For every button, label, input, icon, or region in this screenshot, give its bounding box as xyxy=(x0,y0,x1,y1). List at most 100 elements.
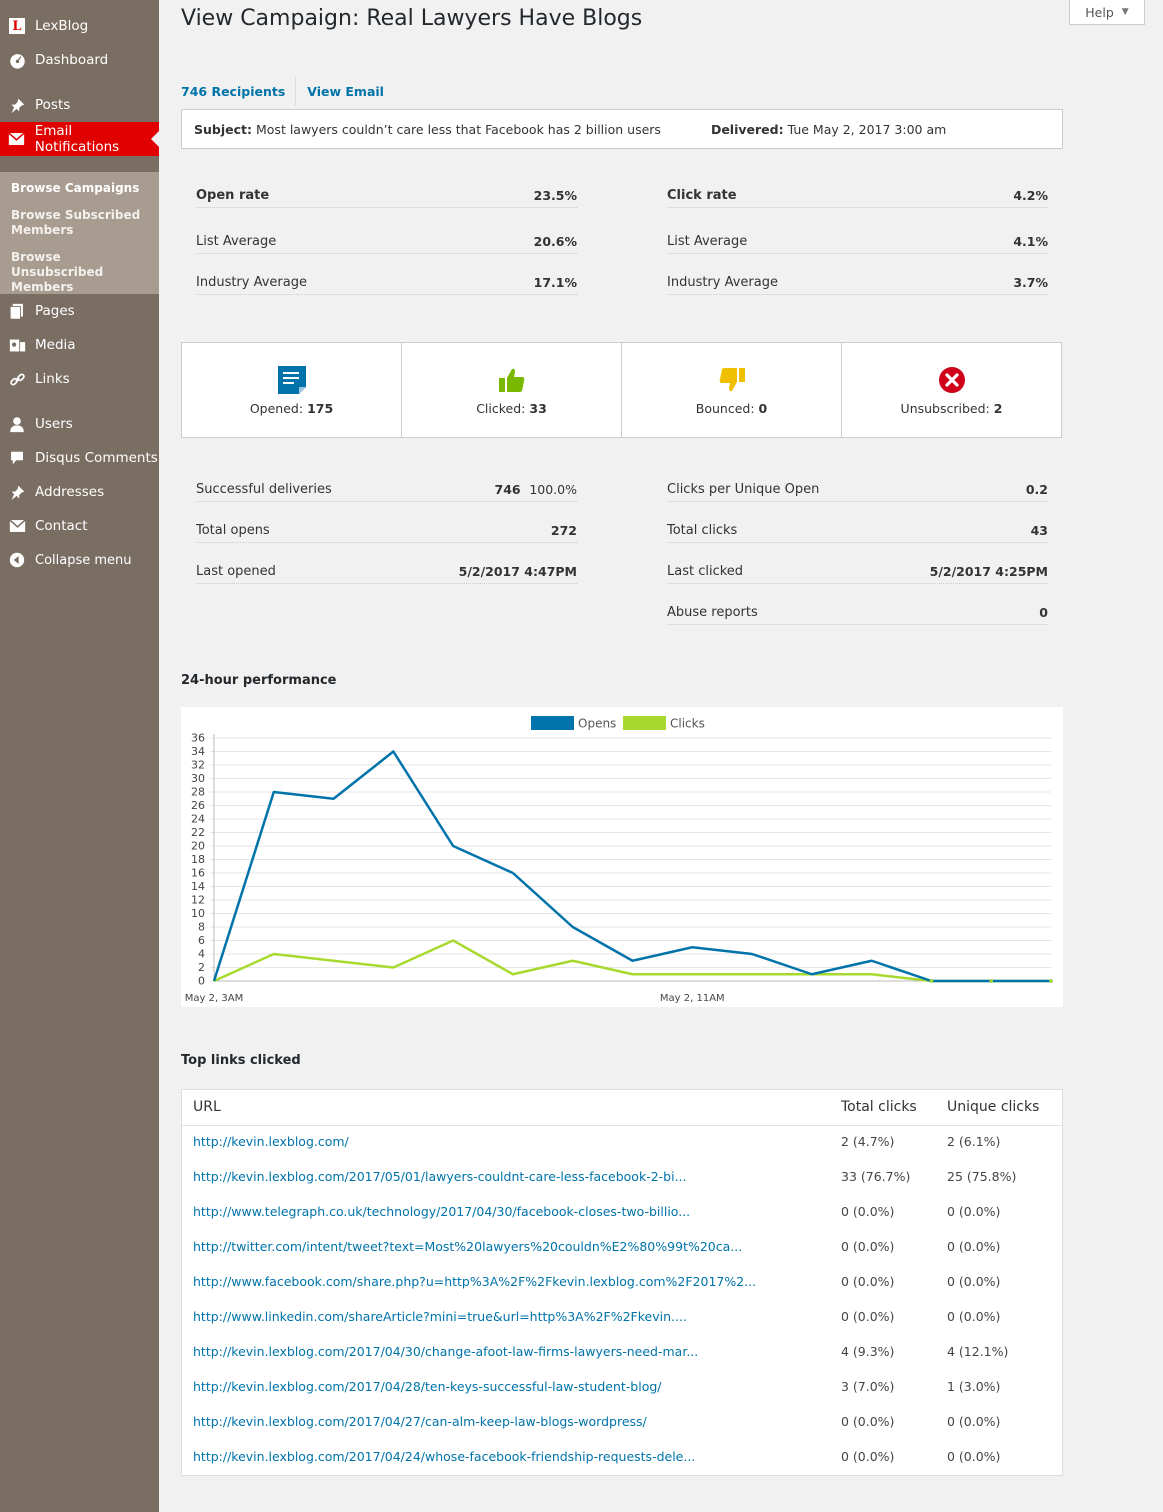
thumbs-up-icon xyxy=(497,365,527,395)
sidebar-item-label: Pages xyxy=(35,303,75,319)
total-clicks-cell: 0 (0.0%) xyxy=(841,1239,895,1254)
link-url[interactable]: http://kevin.lexblog.com/ xyxy=(193,1134,349,1149)
submenu-browse-unsubscribed[interactable]: Browse Unsubscribed Members xyxy=(11,250,104,294)
submenu-browse-subscribed[interactable]: Browse Subscribed Members xyxy=(11,208,141,237)
link-icon xyxy=(8,370,26,388)
stat-value: 3.7% xyxy=(1013,275,1048,290)
y-tick-label: 4 xyxy=(198,948,205,961)
link-url[interactable]: http://kevin.lexblog.com/2017/04/28/ten-… xyxy=(193,1379,662,1394)
table-row: http://kevin.lexblog.com/2017/04/27/can-… xyxy=(182,1414,1062,1449)
open-list-average-row: List Average 20.6% xyxy=(196,232,577,254)
click-industry-average-row: Industry Average 3.7% xyxy=(667,273,1048,295)
data-point xyxy=(1049,979,1053,983)
sidebar-item-label: Links xyxy=(35,371,70,387)
last-opened-row: Last opened 5/2/2017 4:47PM xyxy=(196,562,577,584)
sidebar-item-dashboard[interactable]: Dashboard xyxy=(0,45,159,75)
pages-icon xyxy=(8,302,26,320)
page-title: View Campaign: Real Lawyers Have Blogs xyxy=(181,6,643,31)
link-url[interactable]: http://kevin.lexblog.com/2017/04/30/chan… xyxy=(193,1344,699,1359)
sidebar-item-links[interactable]: Links xyxy=(0,364,159,394)
caret-down-icon: ▼ xyxy=(1121,7,1129,17)
clicked-label: Clicked: xyxy=(476,400,526,416)
unique-clicks-cell: 0 (0.0%) xyxy=(947,1414,1001,1429)
sidebar-item-label: Media xyxy=(35,337,76,353)
unsubscribed-value: 2 xyxy=(993,400,1003,416)
bounced-card: Bounced: 0 xyxy=(622,343,842,437)
top-links-table: URL Total clicks Unique clicks http://ke… xyxy=(181,1089,1063,1476)
submenu-browse-campaigns[interactable]: Browse Campaigns xyxy=(11,181,140,195)
table-header: URL Total clicks Unique clicks xyxy=(182,1090,1062,1126)
help-label: Help xyxy=(1085,4,1114,20)
admin-sidebar: L LexBlog Dashboard Posts Email Notifica… xyxy=(0,0,159,1512)
abuse-reports-row: Abuse reports 0 xyxy=(667,603,1048,625)
stat-label: Total opens xyxy=(196,523,270,538)
sidebar-item-email-notifications[interactable]: Email Notifications xyxy=(0,122,159,156)
tab-recipients[interactable]: 746 Recipients xyxy=(181,83,286,99)
sidebar-item-label: Email Notifications xyxy=(34,123,120,155)
stat-value: 17.1% xyxy=(533,275,577,290)
stat-label: List Average xyxy=(667,234,748,249)
total-clicks-cell: 2 (4.7%) xyxy=(841,1134,895,1149)
link-url[interactable]: http://twitter.com/intent/tweet?text=Mos… xyxy=(193,1239,743,1254)
sidebar-item-disqus-comments[interactable]: Disqus Comments xyxy=(0,443,159,473)
total-opens-row: Total opens 272 xyxy=(196,521,577,543)
header-url: URL xyxy=(193,1099,221,1115)
link-url[interactable]: http://kevin.lexblog.com/2017/05/01/lawy… xyxy=(193,1169,687,1184)
stat-value: 43 xyxy=(1030,523,1048,538)
x-circle-icon xyxy=(937,365,967,395)
stat-label: Open rate xyxy=(196,188,270,203)
dashboard-icon xyxy=(8,51,26,69)
total-clicks-cell: 0 (0.0%) xyxy=(841,1414,895,1429)
stat-value: 272 xyxy=(550,523,577,538)
table-row: http://www.linkedin.com/shareArticle?min… xyxy=(182,1309,1062,1344)
total-clicks-row: Total clicks 43 xyxy=(667,521,1048,543)
successful-deliveries-row: Successful deliveries 746 100.0% xyxy=(196,480,577,502)
sidebar-item-users[interactable]: Users xyxy=(0,409,159,439)
opened-label: Opened: xyxy=(249,400,304,416)
tab-view-email[interactable]: View Email xyxy=(307,83,384,99)
sidebar-item-media[interactable]: Media xyxy=(0,330,159,360)
link-url[interactable]: http://www.linkedin.com/shareArticle?min… xyxy=(193,1309,687,1324)
unsubscribed-card: Unsubscribed: 2 xyxy=(842,343,1061,437)
summary-cards: Opened: 175 Clicked: 33 Bounced: 0 Unsub… xyxy=(181,342,1062,438)
document-icon xyxy=(277,365,307,395)
sidebar-item-contact[interactable]: Contact xyxy=(0,511,159,541)
sidebar-collapse-menu[interactable]: Collapse menu xyxy=(0,545,159,575)
subject-label: Subject: xyxy=(194,121,252,137)
stat-value: 5/2/2017 4:25PM xyxy=(929,564,1048,579)
stat-label: Last opened xyxy=(196,564,276,579)
sidebar-item-pages[interactable]: Pages xyxy=(0,296,159,326)
stat-label: Last clicked xyxy=(667,564,744,579)
sidebar-item-posts[interactable]: Posts xyxy=(0,90,159,120)
sidebar-item-label: Addresses xyxy=(35,484,105,500)
stat-value: 0.2 xyxy=(1025,482,1048,497)
legend-label: Opens xyxy=(578,717,616,731)
table-row: http://kevin.lexblog.com/2017/04/28/ten-… xyxy=(182,1379,1062,1414)
delivered-text: Tue May 2, 2017 3:00 am xyxy=(787,121,947,137)
table-row: http://www.telegraph.co.uk/technology/20… xyxy=(182,1204,1062,1239)
total-clicks-cell: 33 (76.7%) xyxy=(841,1169,911,1184)
series-line-opens xyxy=(212,750,1051,983)
sidebar-item-label: Collapse menu xyxy=(35,552,132,568)
unique-clicks-cell: 25 (75.8%) xyxy=(947,1169,1017,1184)
y-tick-label: 24 xyxy=(191,813,205,826)
link-url[interactable]: http://www.telegraph.co.uk/technology/20… xyxy=(193,1204,691,1219)
sidebar-item-label: Users xyxy=(35,416,73,432)
y-tick-label: 8 xyxy=(198,921,205,934)
x-tick-label: May 2, 3AM xyxy=(185,993,243,1004)
comment-icon xyxy=(8,449,26,467)
sidebar-item-addresses[interactable]: Addresses xyxy=(0,477,159,507)
y-tick-label: 32 xyxy=(191,759,205,772)
link-url[interactable]: http://www.facebook.com/share.php?u=http… xyxy=(193,1274,757,1289)
y-tick-label: 22 xyxy=(191,826,205,839)
unique-clicks-cell: 4 (12.1%) xyxy=(947,1344,1009,1359)
clicks-per-unique-open-row: Clicks per Unique Open 0.2 xyxy=(667,480,1048,502)
unique-clicks-cell: 0 (0.0%) xyxy=(947,1309,1001,1324)
help-button[interactable]: Help ▼ xyxy=(1069,0,1145,25)
link-url[interactable]: http://kevin.lexblog.com/2017/04/27/can-… xyxy=(193,1414,647,1429)
total-clicks-cell: 0 (0.0%) xyxy=(841,1449,895,1464)
link-url[interactable]: http://kevin.lexblog.com/2017/04/24/whos… xyxy=(193,1449,696,1464)
sidebar-brand[interactable]: L LexBlog xyxy=(0,11,159,41)
y-tick-label: 28 xyxy=(191,786,205,799)
